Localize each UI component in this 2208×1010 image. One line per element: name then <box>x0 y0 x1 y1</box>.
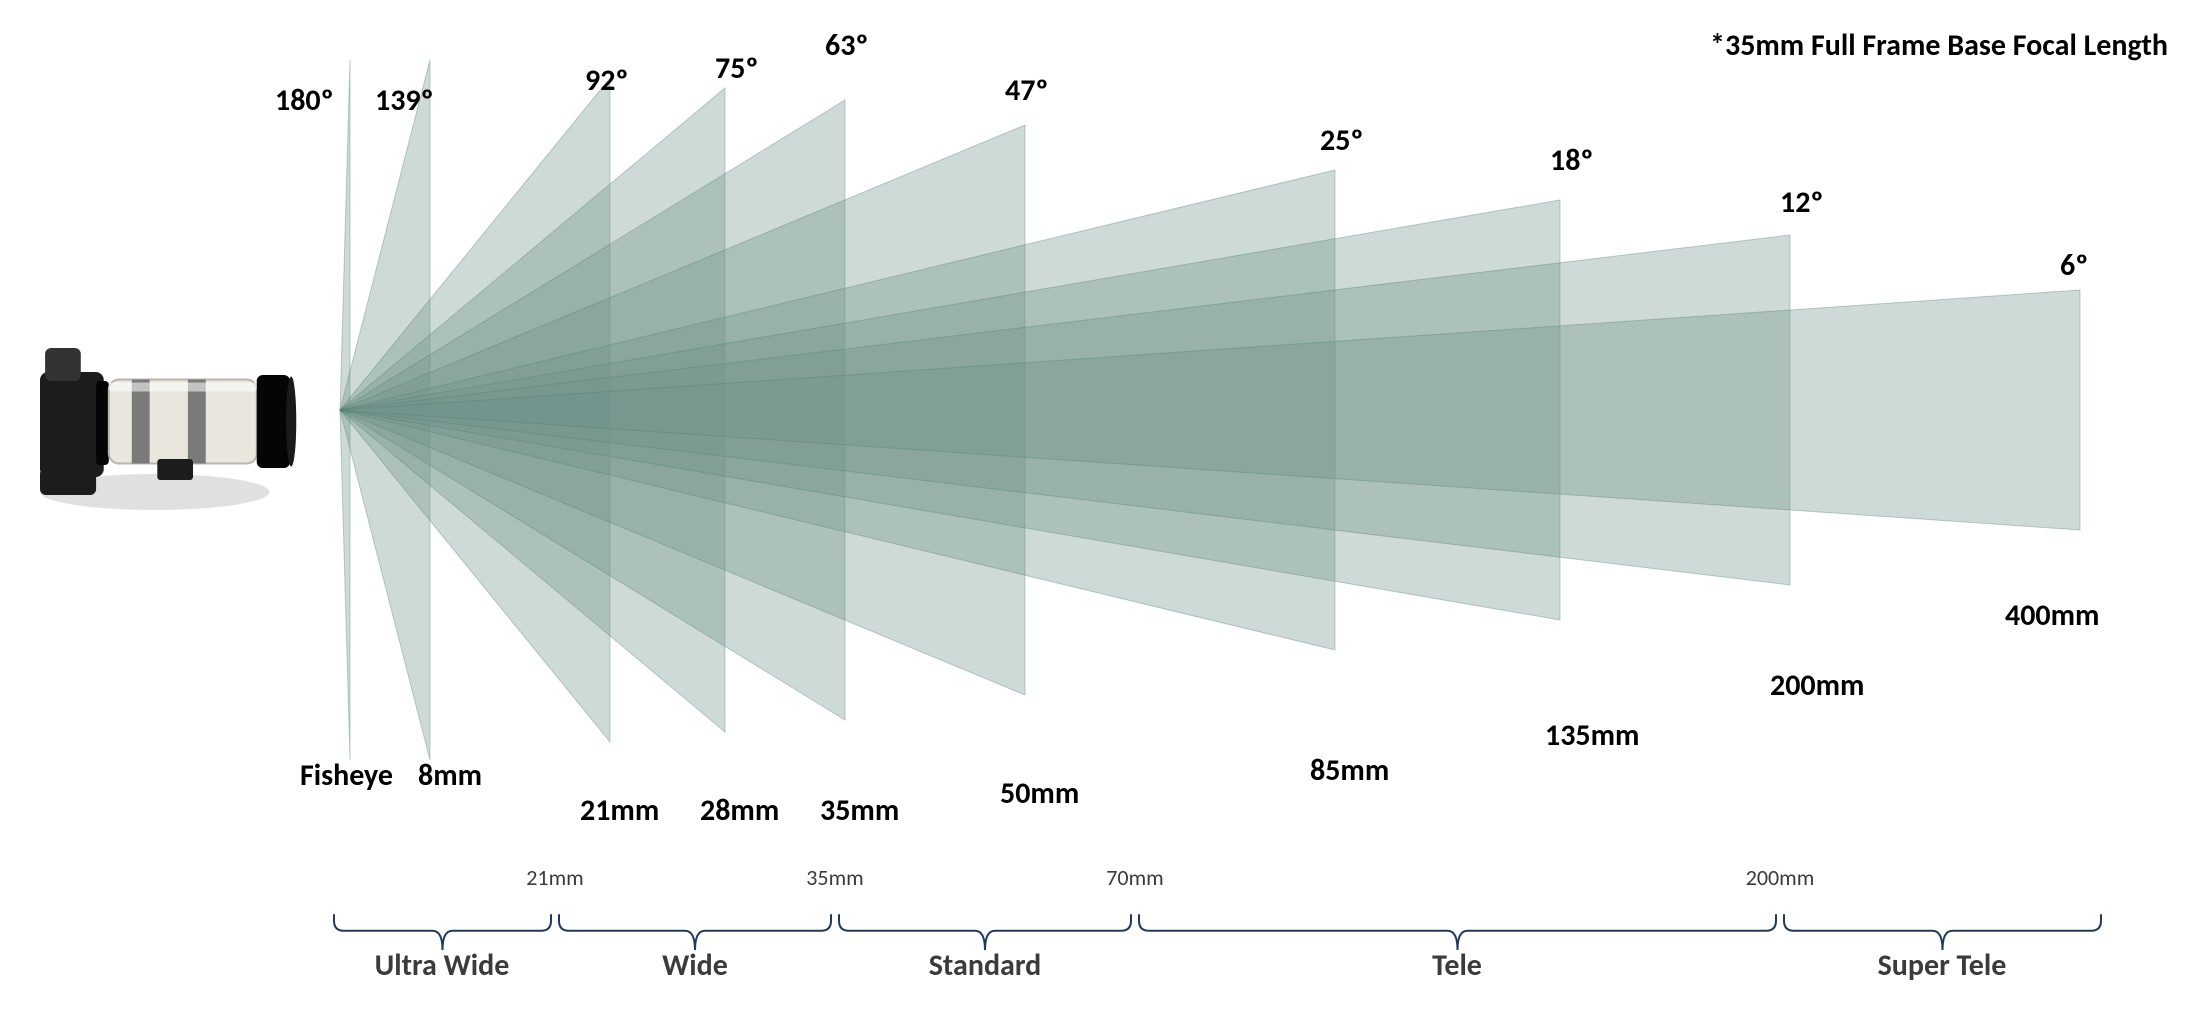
angle-label-4: 63º <box>825 27 868 64</box>
focal-label-3: 28mm <box>700 792 779 829</box>
angle-label-3: 75º <box>715 50 758 87</box>
angle-label-9: 6º <box>2060 247 2088 284</box>
category-name-1: Wide <box>662 947 728 984</box>
focal-label-8: 200mm <box>1770 667 1864 704</box>
category-name-4: Super Tele <box>1878 947 2007 984</box>
focal-label-4: 35mm <box>820 792 899 829</box>
focal-label-9: 400mm <box>2005 597 2099 634</box>
category-tick-label-3: 200mm <box>1746 864 1815 891</box>
angle-label-8: 12º <box>1780 184 1823 221</box>
category-name-0: Ultra Wide <box>375 947 510 984</box>
category-tick-label-2: 70mm <box>1106 864 1163 891</box>
focal-label-2: 21mm <box>580 792 659 829</box>
angle-label-6: 25º <box>1320 122 1363 159</box>
focal-label-7: 135mm <box>1545 717 1639 754</box>
angle-label-0: 180º <box>275 82 334 119</box>
angle-label-7: 18º <box>1550 142 1593 179</box>
category-tick-label-1: 35mm <box>806 864 863 891</box>
focal-label-0: Fisheye <box>300 757 393 794</box>
angle-label-5: 47º <box>1005 72 1048 109</box>
category-name-2: Standard <box>929 947 1042 984</box>
angle-label-1: 139º <box>375 82 434 119</box>
category-name-3: Tele <box>1432 947 1482 984</box>
focal-label-5: 50mm <box>1000 775 1079 812</box>
note-label: *35mm Full Frame Base Focal Length <box>1710 27 2168 64</box>
angle-label-2: 92º <box>585 62 628 99</box>
focal-label-1: 8mm <box>418 757 482 794</box>
category-tick-label-0: 21mm <box>526 864 583 891</box>
focal-label-6: 85mm <box>1310 752 1389 789</box>
